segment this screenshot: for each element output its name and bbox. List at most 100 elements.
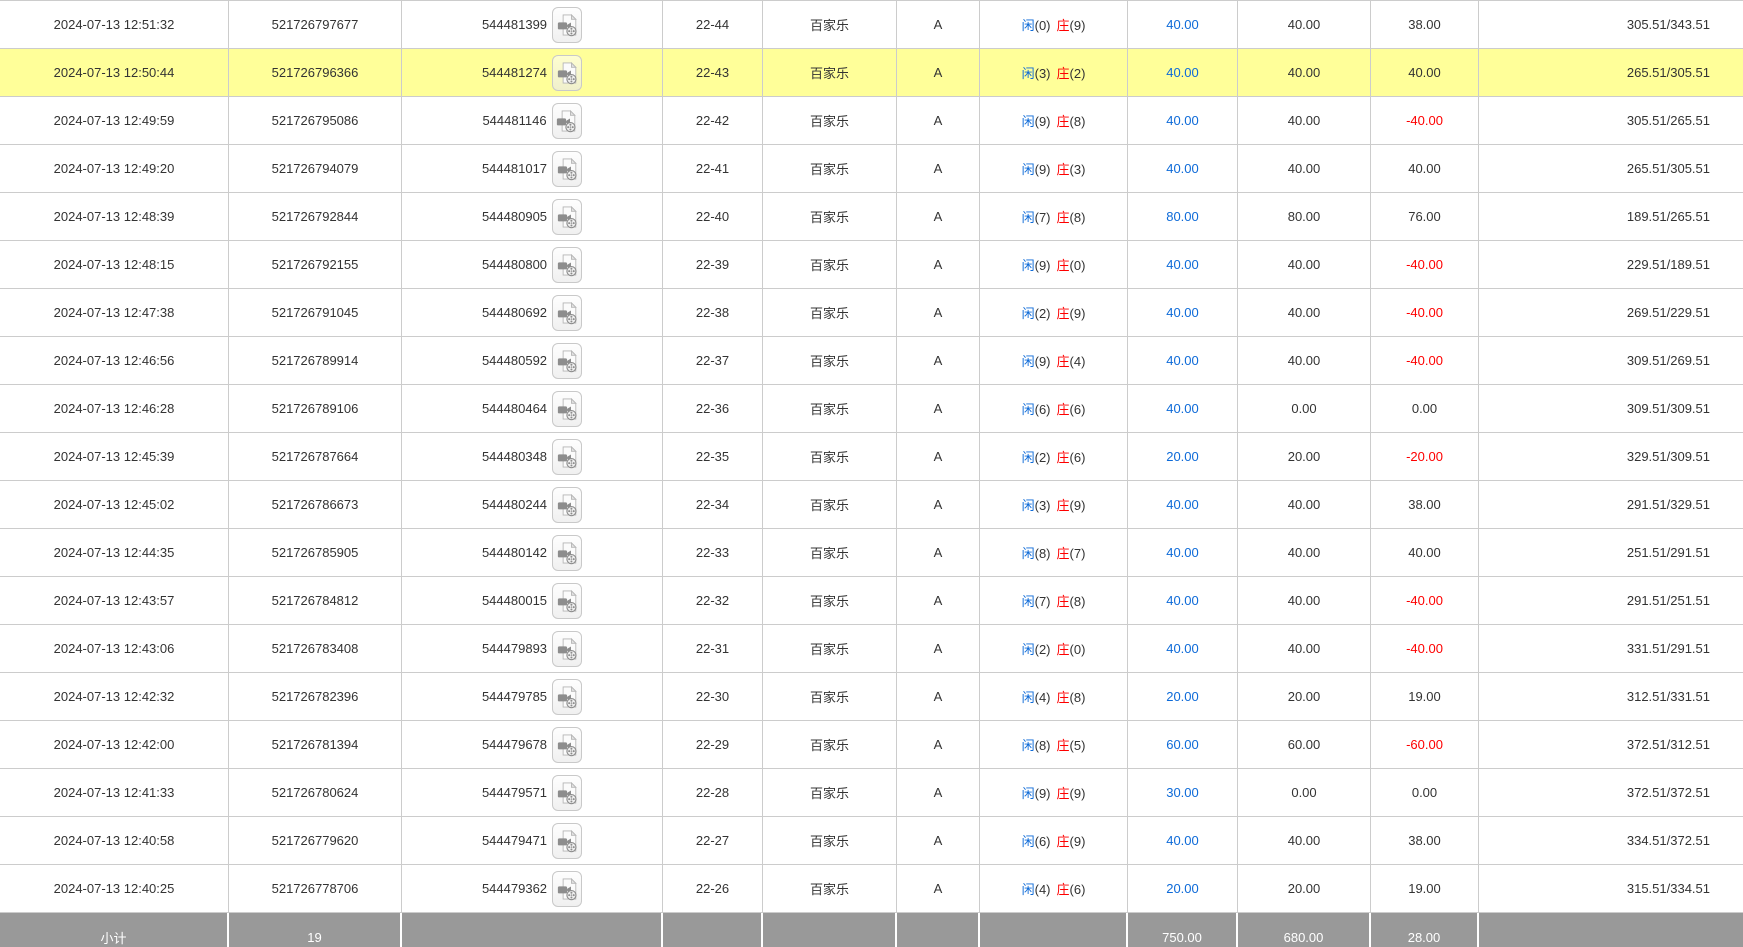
game-id-cell: 544480800 <box>402 241 663 289</box>
game-type: 百家乐 <box>763 49 897 97</box>
game-id: 544479678 <box>481 737 548 752</box>
history-table-body: 2024-07-13 12:51:32 521726797677 5444813… <box>0 1 1743 913</box>
table-row[interactable]: 2024-07-13 12:47:38 521726791045 5444806… <box>0 289 1743 337</box>
player-result-score: (9) <box>1034 258 1051 273</box>
table-code: A <box>897 481 980 529</box>
order-id: 521726792155 <box>229 241 402 289</box>
table-row[interactable]: 2024-07-13 12:46:56 521726789914 5444805… <box>0 337 1743 385</box>
video-replay-icon <box>557 445 577 468</box>
video-replay-button[interactable] <box>552 6 583 43</box>
order-id: 521726792844 <box>229 193 402 241</box>
subtotal-empty-cell <box>897 913 980 947</box>
video-replay-button[interactable] <box>552 342 583 379</box>
game-id: 544480905 <box>481 209 548 224</box>
game-result: 闲(9) 庄(4) <box>980 337 1128 385</box>
bet-amount: 40.00 <box>1128 337 1238 385</box>
subtotal-valid-total: 680.00 <box>1238 913 1371 947</box>
order-id: 521726779620 <box>229 817 402 865</box>
banker-result-label: 庄 <box>1056 786 1070 801</box>
bet-time: 2024-07-13 12:49:20 <box>0 145 229 193</box>
table-row[interactable]: 2024-07-13 12:42:32 521726782396 5444797… <box>0 673 1743 721</box>
balance: 315.51/334.51 <box>1479 865 1743 913</box>
video-replay-button[interactable] <box>552 150 583 187</box>
video-replay-button[interactable] <box>552 438 583 475</box>
table-row[interactable]: 2024-07-13 12:42:00 521726781394 5444796… <box>0 721 1743 769</box>
bet-amount: 40.00 <box>1128 817 1238 865</box>
player-result-label: 闲 <box>1021 18 1035 33</box>
game-type: 百家乐 <box>763 481 897 529</box>
bet-time: 2024-07-13 12:42:00 <box>0 721 229 769</box>
table-row[interactable]: 2024-07-13 12:45:39 521726787664 5444803… <box>0 433 1743 481</box>
bet-time: 2024-07-13 12:46:28 <box>0 385 229 433</box>
table-row[interactable]: 2024-07-13 12:49:20 521726794079 5444810… <box>0 145 1743 193</box>
video-replay-button[interactable] <box>551 102 582 139</box>
video-replay-button[interactable] <box>552 486 583 523</box>
table-row[interactable]: 2024-07-13 12:40:25 521726778706 5444793… <box>0 865 1743 913</box>
video-replay-button[interactable] <box>552 534 583 571</box>
valid-amount: 40.00 <box>1238 817 1371 865</box>
game-result: 闲(2) 庄(6) <box>980 433 1128 481</box>
player-result-score: (2) <box>1034 642 1051 657</box>
video-replay-icon <box>557 301 577 324</box>
table-code: A <box>897 769 980 817</box>
valid-amount: 0.00 <box>1238 769 1371 817</box>
video-replay-button[interactable] <box>552 678 583 715</box>
table-row[interactable]: 2024-07-13 12:48:39 521726792844 5444809… <box>0 193 1743 241</box>
valid-amount: 40.00 <box>1238 145 1371 193</box>
video-replay-button[interactable] <box>552 630 583 667</box>
order-id: 521726782396 <box>229 673 402 721</box>
win-loss: -40.00 <box>1371 625 1479 673</box>
balance: 331.51/291.51 <box>1479 625 1743 673</box>
video-replay-button[interactable] <box>552 726 583 763</box>
video-replay-button[interactable] <box>552 390 583 427</box>
video-replay-button[interactable] <box>552 870 583 907</box>
balance: 189.51/265.51 <box>1479 193 1743 241</box>
video-replay-button[interactable] <box>552 774 583 811</box>
table-row[interactable]: 2024-07-13 12:45:02 521726786673 5444802… <box>0 481 1743 529</box>
banker-result-score: (9) <box>1069 786 1086 801</box>
order-id: 521726778706 <box>229 865 402 913</box>
video-replay-button[interactable] <box>552 246 583 283</box>
balance: 372.51/312.51 <box>1479 721 1743 769</box>
balance: 251.51/291.51 <box>1479 529 1743 577</box>
table-row[interactable]: 2024-07-13 12:48:15 521726792155 5444808… <box>0 241 1743 289</box>
bet-amount: 40.00 <box>1128 385 1238 433</box>
video-replay-button[interactable] <box>552 198 583 235</box>
subtotal-label: 小计 <box>0 913 229 947</box>
win-loss: 40.00 <box>1371 49 1479 97</box>
banker-result-label: 庄 <box>1056 402 1070 417</box>
subtotal-empty-cell <box>402 913 663 947</box>
table-row[interactable]: 2024-07-13 12:49:59 521726795086 5444811… <box>0 97 1743 145</box>
win-loss: -40.00 <box>1371 577 1479 625</box>
valid-amount: 40.00 <box>1238 625 1371 673</box>
banker-result-score: (0) <box>1069 642 1086 657</box>
banker-result-label: 庄 <box>1056 834 1070 849</box>
table-row[interactable]: 2024-07-13 12:40:58 521726779620 5444794… <box>0 817 1743 865</box>
player-result-score: (3) <box>1034 498 1051 513</box>
game-type: 百家乐 <box>763 241 897 289</box>
table-row[interactable]: 2024-07-13 12:51:32 521726797677 5444813… <box>0 1 1743 49</box>
video-replay-icon <box>557 13 577 36</box>
banker-result-score: (0) <box>1069 258 1086 273</box>
round-number: 22-34 <box>663 481 763 529</box>
valid-amount: 40.00 <box>1238 529 1371 577</box>
table-code: A <box>897 49 980 97</box>
table-row[interactable]: 2024-07-13 12:43:57 521726784812 5444800… <box>0 577 1743 625</box>
table-row[interactable]: 2024-07-13 12:43:06 521726783408 5444798… <box>0 625 1743 673</box>
order-id: 521726796366 <box>229 49 402 97</box>
video-replay-button[interactable] <box>552 582 583 619</box>
banker-result-score: (8) <box>1069 594 1086 609</box>
round-number: 22-29 <box>663 721 763 769</box>
video-replay-button[interactable] <box>552 54 583 91</box>
balance: 269.51/229.51 <box>1479 289 1743 337</box>
round-number: 22-33 <box>663 529 763 577</box>
table-row[interactable]: 2024-07-13 12:46:28 521726789106 5444804… <box>0 385 1743 433</box>
table-row[interactable]: 2024-07-13 12:50:44 521726796366 5444812… <box>0 49 1743 97</box>
table-code: A <box>897 673 980 721</box>
video-replay-button[interactable] <box>552 822 583 859</box>
valid-amount: 20.00 <box>1238 433 1371 481</box>
banker-result-score: (3) <box>1069 162 1086 177</box>
table-row[interactable]: 2024-07-13 12:41:33 521726780624 5444795… <box>0 769 1743 817</box>
table-row[interactable]: 2024-07-13 12:44:35 521726785905 5444801… <box>0 529 1743 577</box>
video-replay-button[interactable] <box>552 294 583 331</box>
